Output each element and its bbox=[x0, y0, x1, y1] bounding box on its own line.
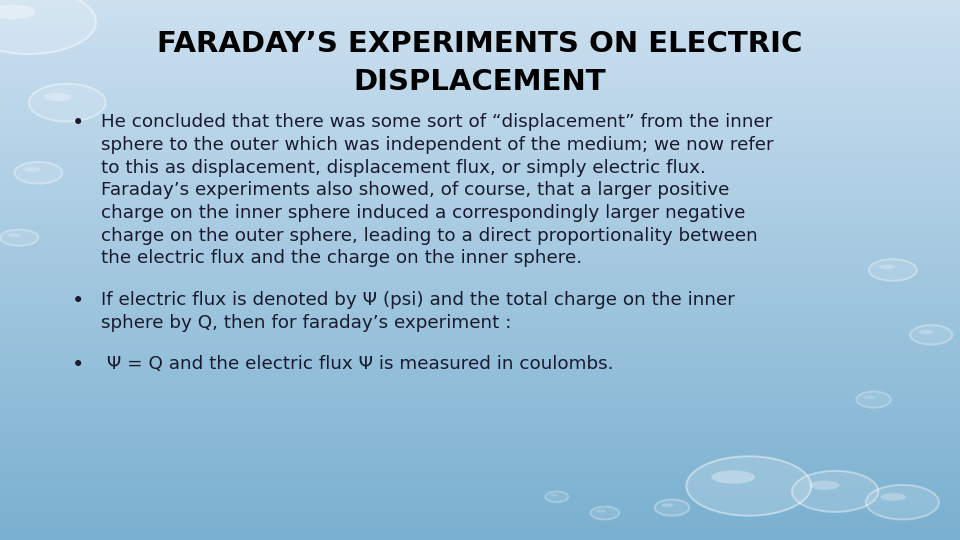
Ellipse shape bbox=[0, 5, 36, 19]
Ellipse shape bbox=[545, 491, 568, 502]
Ellipse shape bbox=[880, 493, 906, 501]
Ellipse shape bbox=[919, 330, 933, 334]
Text: charge on the outer sphere, leading to a direct proportionality between: charge on the outer sphere, leading to a… bbox=[101, 227, 757, 245]
Ellipse shape bbox=[863, 395, 876, 399]
Ellipse shape bbox=[596, 510, 606, 512]
Ellipse shape bbox=[8, 233, 21, 237]
Ellipse shape bbox=[24, 167, 40, 172]
Text: He concluded that there was some sort of “displacement” from the inner: He concluded that there was some sort of… bbox=[101, 113, 772, 131]
Ellipse shape bbox=[809, 481, 839, 490]
Ellipse shape bbox=[792, 471, 878, 512]
Ellipse shape bbox=[869, 259, 917, 281]
Ellipse shape bbox=[661, 503, 674, 507]
Text: •: • bbox=[72, 355, 84, 375]
Ellipse shape bbox=[0, 0, 96, 54]
Text: If electric flux is denoted by Ψ (psi) and the total charge on the inner: If electric flux is denoted by Ψ (psi) a… bbox=[101, 291, 734, 309]
Text: Ψ = Q and the electric flux Ψ is measured in coulombs.: Ψ = Q and the electric flux Ψ is measure… bbox=[101, 355, 613, 373]
Ellipse shape bbox=[590, 507, 619, 519]
Text: charge on the inner sphere induced a correspondingly larger negative: charge on the inner sphere induced a cor… bbox=[101, 204, 745, 222]
Text: DISPLACEMENT: DISPLACEMENT bbox=[353, 68, 607, 96]
Text: the electric flux and the charge on the inner sphere.: the electric flux and the charge on the … bbox=[101, 249, 582, 267]
Text: to this as displacement, displacement flux, or simply electric flux.: to this as displacement, displacement fl… bbox=[101, 159, 706, 177]
Ellipse shape bbox=[686, 456, 811, 516]
Ellipse shape bbox=[878, 264, 895, 269]
Text: •: • bbox=[72, 291, 84, 311]
Text: Faraday’s experiments also showed, of course, that a larger positive: Faraday’s experiments also showed, of co… bbox=[101, 181, 730, 199]
Text: FARADAY’S EXPERIMENTS ON ELECTRIC: FARADAY’S EXPERIMENTS ON ELECTRIC bbox=[157, 30, 803, 58]
Ellipse shape bbox=[0, 230, 38, 246]
Ellipse shape bbox=[44, 93, 71, 101]
Ellipse shape bbox=[14, 162, 62, 184]
Ellipse shape bbox=[655, 500, 689, 516]
Ellipse shape bbox=[856, 392, 891, 408]
Ellipse shape bbox=[866, 485, 939, 519]
Ellipse shape bbox=[711, 470, 756, 484]
Ellipse shape bbox=[910, 325, 952, 345]
Ellipse shape bbox=[550, 494, 558, 496]
Text: sphere to the outer which was independent of the medium; we now refer: sphere to the outer which was independen… bbox=[101, 136, 774, 154]
Ellipse shape bbox=[29, 84, 106, 122]
Text: •: • bbox=[72, 113, 84, 133]
Text: sphere by Q, then for faraday’s experiment :: sphere by Q, then for faraday’s experime… bbox=[101, 314, 511, 332]
